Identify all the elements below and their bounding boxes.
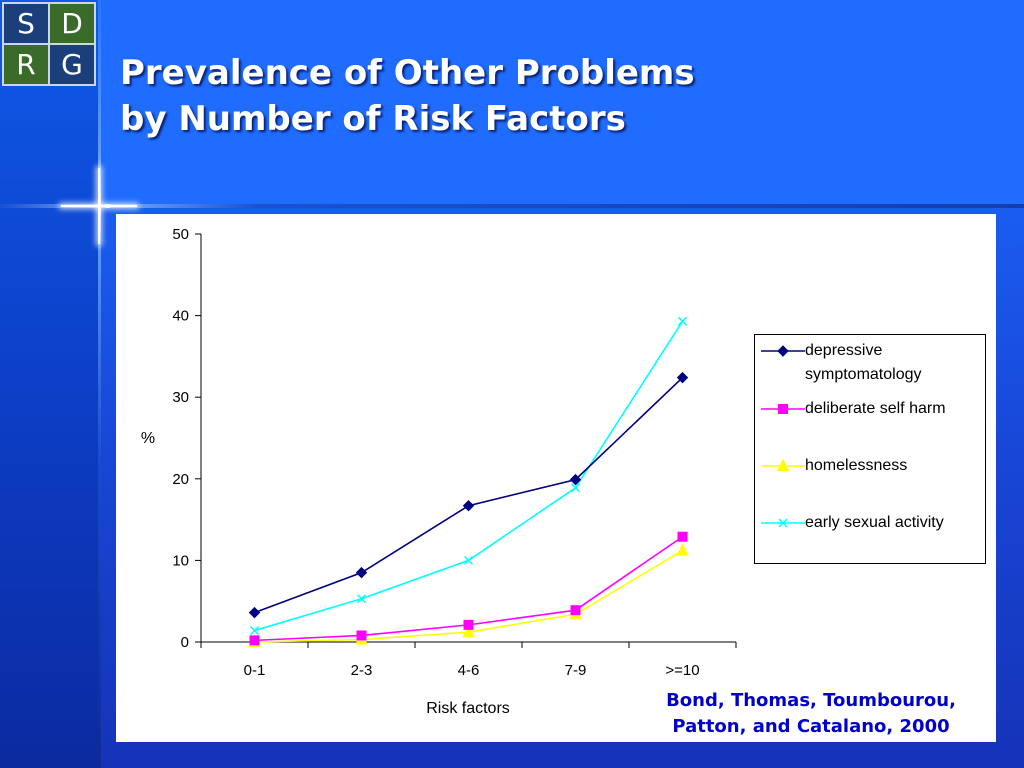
x-axis-title: Risk factors <box>426 700 510 717</box>
legend-label: depressive symptomatology <box>805 342 922 383</box>
y-tick-label: 50 <box>172 226 189 243</box>
line-chart: 0 10 20 30 40 50 0-1 2-3 4-6 7-9 >=10% Risk factors <box>141 226 737 717</box>
left-band <box>0 0 100 768</box>
data-point <box>249 635 260 646</box>
x-tick-label: 0-1 <box>244 662 266 679</box>
series-line <box>254 320 684 632</box>
data-point <box>356 630 367 641</box>
data-point <box>570 605 581 616</box>
legend-item: deliberate self harm <box>755 399 977 421</box>
data-point <box>462 625 475 638</box>
y-tick-label: 20 <box>172 471 189 488</box>
chart-legend: depressive symptomatology deliberate self… <box>754 334 986 564</box>
data-point <box>462 500 475 512</box>
legend-marker <box>778 404 788 414</box>
citation-line1: Bond, Thomas, Toumbourou, <box>666 690 956 711</box>
legend-swatch <box>761 345 805 357</box>
x-tick-label: 7-9 <box>565 662 587 679</box>
citation: Bond, Thomas, Toumbourou, Patton, and Ca… <box>626 688 996 740</box>
vertical-rule <box>98 0 101 768</box>
logo-letter-r: R <box>4 45 48 84</box>
x-tick-label: 4-6 <box>458 662 480 679</box>
logo-letter-s: S <box>4 4 48 43</box>
y-tick-label: 40 <box>172 308 189 325</box>
legend-marker <box>777 345 789 357</box>
sdrg-logo: S D R G <box>2 2 96 86</box>
data-point <box>248 606 261 619</box>
y-axis-title: % <box>141 430 155 447</box>
data-point <box>356 594 367 604</box>
legend-swatch <box>761 404 805 414</box>
data-point <box>355 566 368 579</box>
data-point <box>570 483 581 493</box>
legend-label: homelessness <box>805 457 908 474</box>
data-point <box>676 371 689 384</box>
legend-marker <box>778 518 788 528</box>
chart-panel: 0 10 20 30 40 50 0-1 2-3 4-6 7-9 >=10% Risk factors… <box>116 214 996 742</box>
data-point <box>569 473 582 486</box>
slide-title-line2: by Number of Risk Factors <box>120 99 626 139</box>
horizontal-rule <box>0 204 1024 208</box>
y-tick-label: 0 <box>181 634 189 651</box>
y-tick-label: 10 <box>172 552 189 569</box>
legend-marker <box>776 458 790 471</box>
series-line <box>254 377 684 614</box>
data-point <box>676 543 689 556</box>
data-point <box>463 619 474 630</box>
data-point <box>249 626 260 636</box>
data-point <box>677 531 688 542</box>
legend-swatch <box>761 458 805 471</box>
x-tick-label: >=10 <box>665 662 699 679</box>
legend-label: deliberate self harm <box>805 400 946 417</box>
citation-line2: Patton, and Catalano, 2000 <box>672 716 950 737</box>
y-tick-label: 30 <box>172 389 189 406</box>
legend-label: early sexual activity <box>805 514 944 531</box>
data-point <box>463 555 474 565</box>
legend-item: homelessness <box>755 456 977 478</box>
data-point <box>677 316 688 326</box>
logo-letter-g: G <box>50 45 94 84</box>
legend-item: early sexual activity <box>755 513 977 535</box>
logo-letter-d: D <box>50 4 94 43</box>
slide-title-line1: Prevalence of Other Problems <box>120 53 695 93</box>
legend-swatch <box>761 518 805 528</box>
x-tick-label: 2-3 <box>351 662 373 679</box>
legend-item: depressive symptomatology <box>755 341 977 387</box>
header-band <box>100 0 1024 206</box>
slide-title: Prevalence of Other Problems by Number o… <box>120 50 820 142</box>
